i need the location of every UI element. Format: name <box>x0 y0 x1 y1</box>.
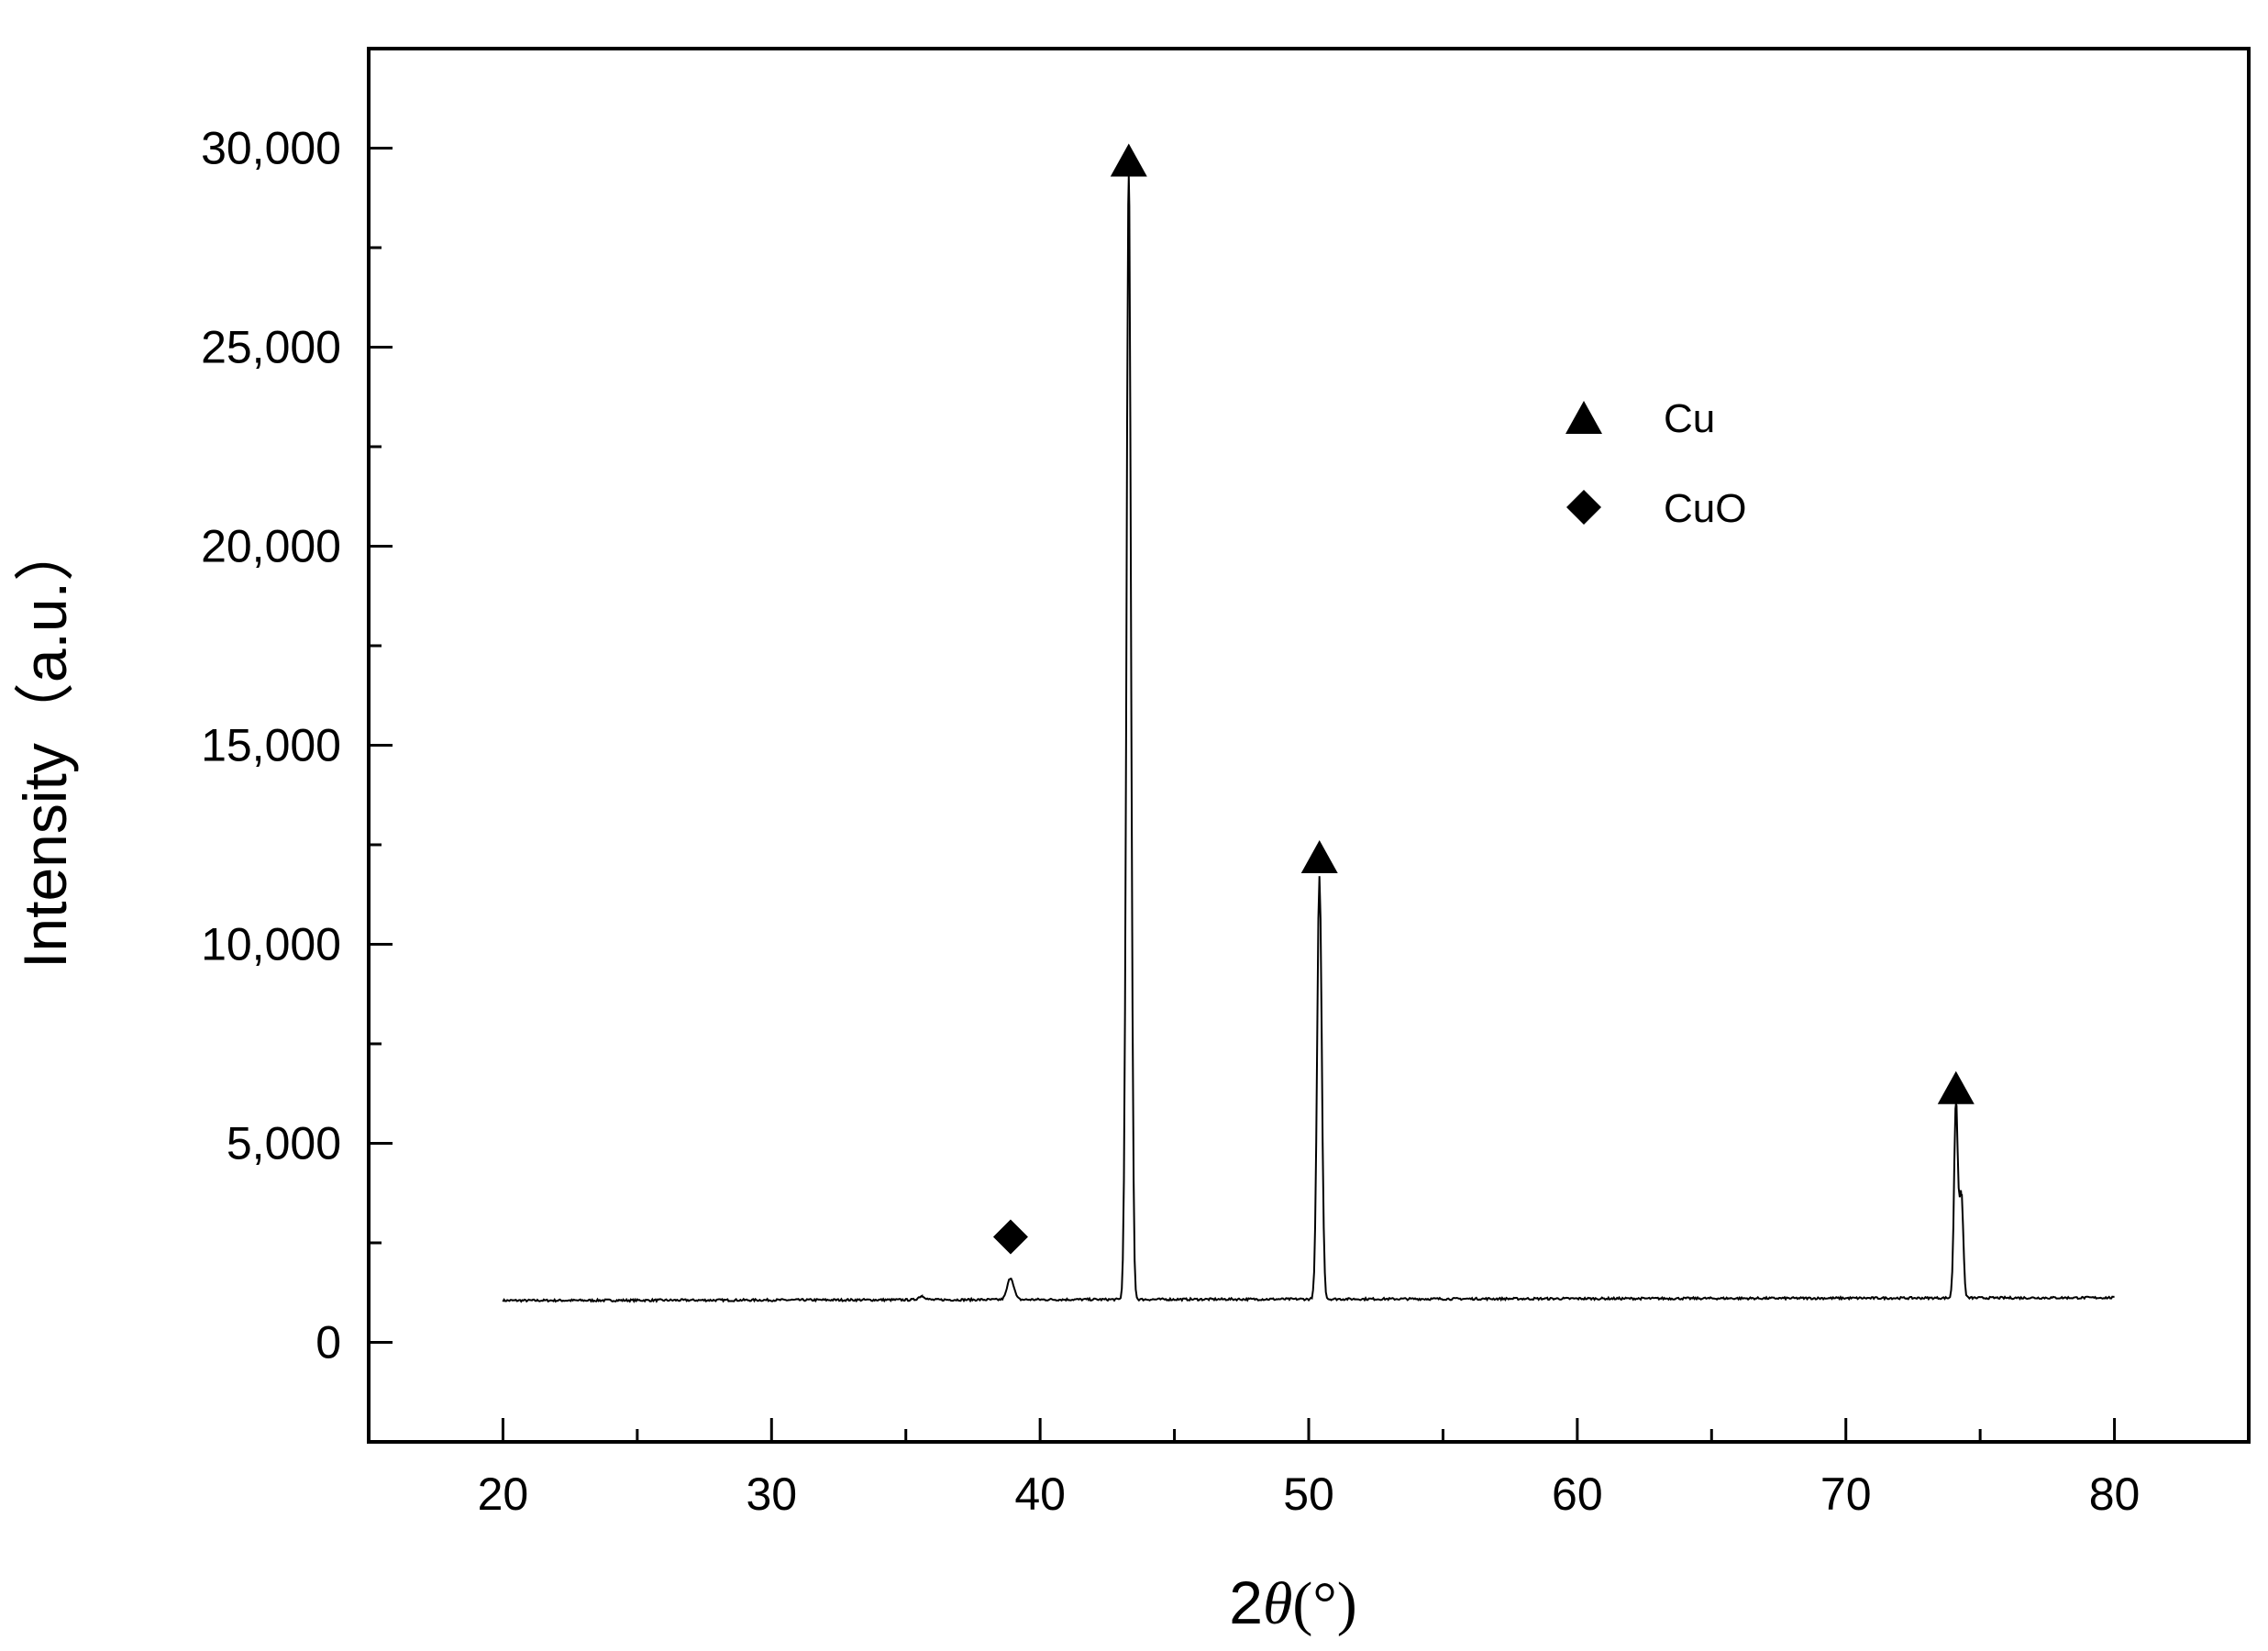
legend-cuo-diamond-icon <box>1566 490 1601 525</box>
x-tick-label: 80 <box>2089 1468 2141 1520</box>
x-axis-ticks: 20 30 40 50 60 70 80 <box>478 1418 2141 1520</box>
x-tick-label: 20 <box>478 1468 529 1520</box>
legend-label-cuo: CuO <box>1664 486 1746 531</box>
legend: Cu CuO <box>1565 396 1746 531</box>
cuo-diamond-marker <box>992 1219 1028 1255</box>
x-tick-label: 60 <box>1552 1468 1603 1520</box>
y-tick-label: 20,000 <box>201 521 341 572</box>
intensity-series-line <box>502 175 2115 1303</box>
cu-triangle-marker <box>1937 1070 1975 1104</box>
x-axis-label-symbol: θ <box>1263 1570 1292 1637</box>
cu-triangle-marker <box>1110 143 1147 177</box>
x-tick-label: 70 <box>1820 1468 1872 1520</box>
y-tick-label: 0 <box>315 1317 341 1368</box>
cu-triangle-marker <box>1300 840 1338 874</box>
legend-cu-triangle-icon <box>1565 401 1602 434</box>
phase-markers <box>992 143 1975 1255</box>
x-axis-label-suffix: (°) <box>1292 1570 1356 1637</box>
y-tick-label: 5,000 <box>227 1118 341 1169</box>
x-axis-label-prefix: 2 <box>1229 1568 1263 1636</box>
y-axis-ticks: 0 5,000 10,000 15,000 20,000 25,000 30,000 <box>201 123 393 1368</box>
legend-label-cu: Cu <box>1664 396 1715 441</box>
x-tick-label: 30 <box>746 1468 797 1520</box>
y-tick-label: 30,000 <box>201 123 341 174</box>
x-tick-label: 50 <box>1283 1468 1334 1520</box>
y-axis-label: Intensity（a.u.） <box>11 521 79 969</box>
y-tick-label: 15,000 <box>201 720 341 771</box>
y-tick-label: 10,000 <box>201 919 341 970</box>
x-axis-label: 2θ(°) <box>1229 1568 1357 1637</box>
y-tick-label: 25,000 <box>201 322 341 373</box>
plot-frame <box>367 47 2251 1444</box>
x-tick-label: 40 <box>1014 1468 1066 1520</box>
